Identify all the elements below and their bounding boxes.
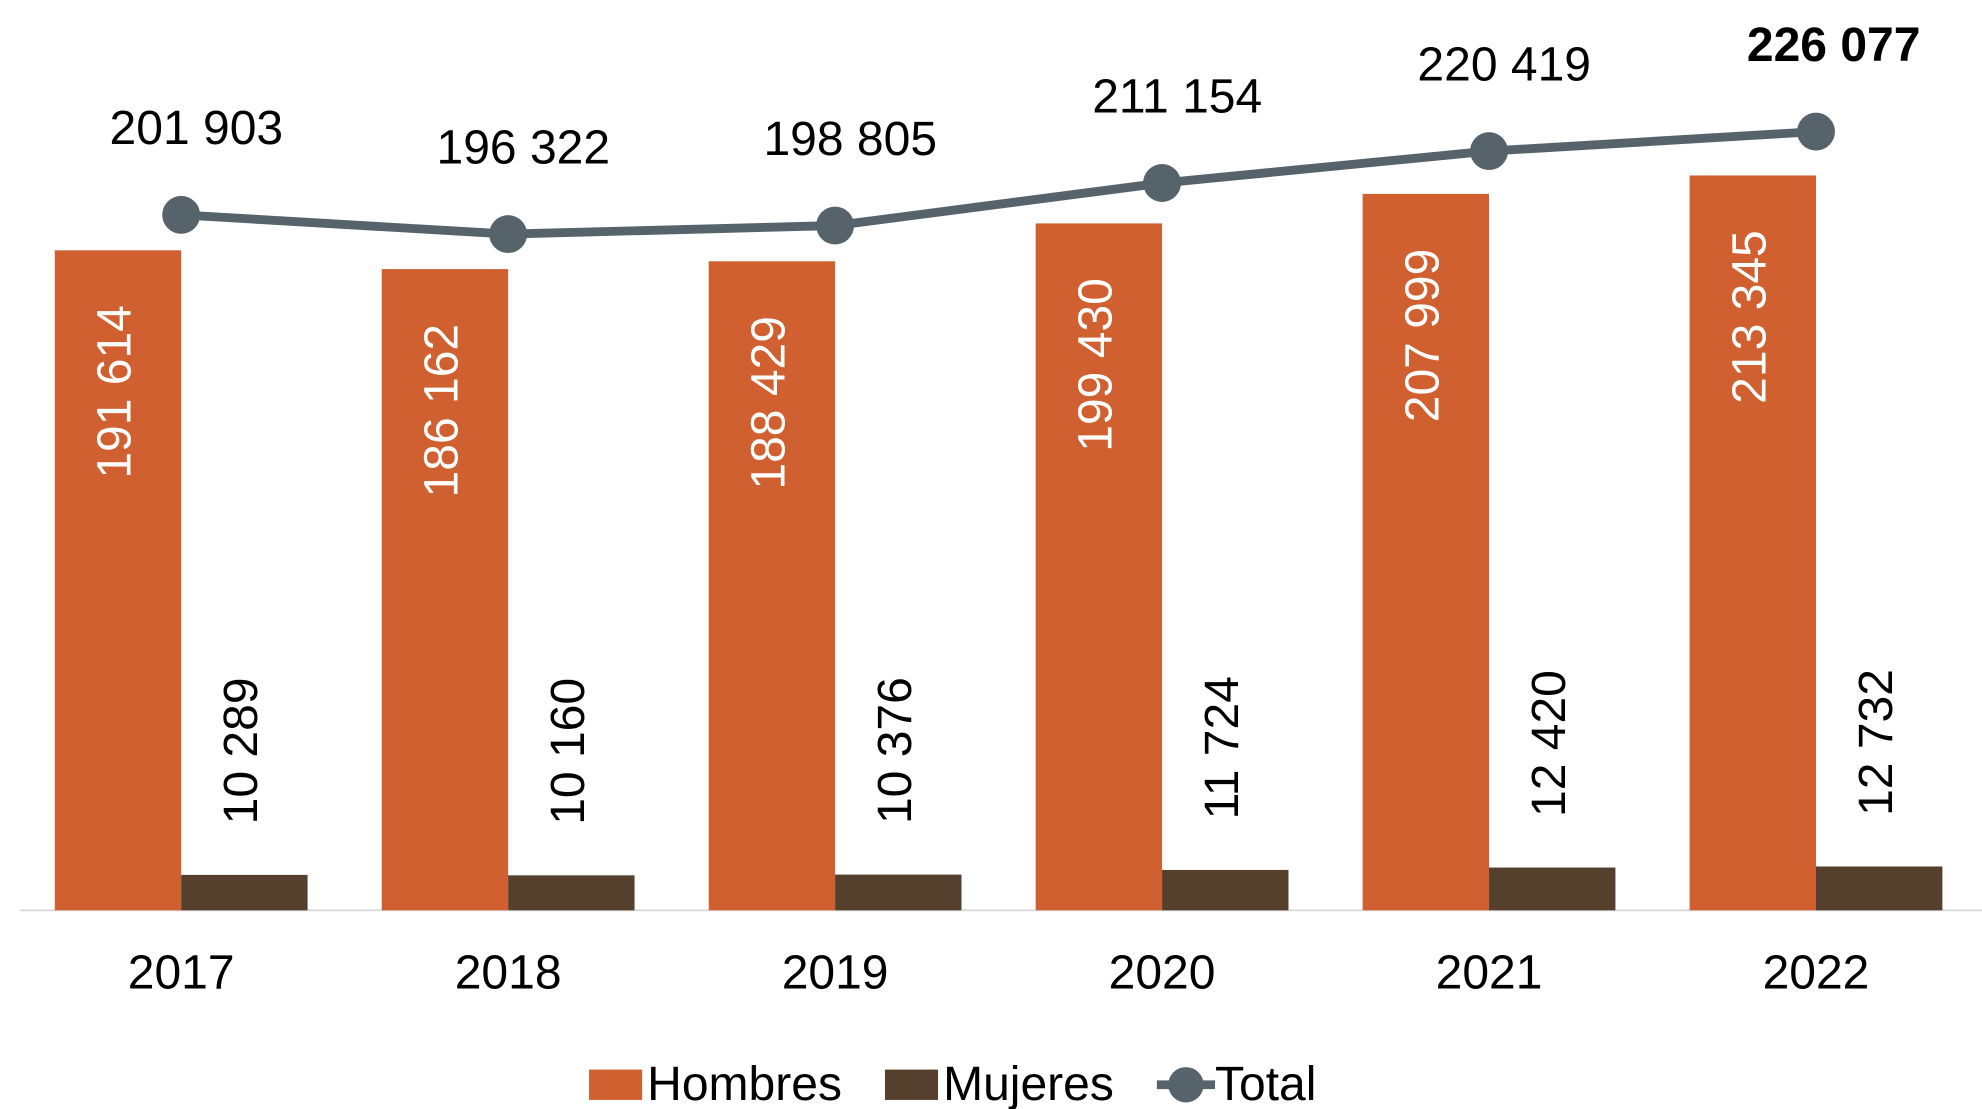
bar (835, 874, 962, 911)
data-label: 186 162 (416, 324, 469, 498)
x-tick-label: 2021 (1436, 947, 1543, 1000)
data-label: 198 805 (763, 113, 937, 166)
data-label: 10 376 (869, 677, 922, 824)
legend-label: Hombres (647, 1058, 842, 1109)
x-tick-label: 2022 (1763, 947, 1870, 1000)
x-tick-label: 2018 (455, 947, 562, 1000)
legend-label: Mujeres (943, 1058, 1114, 1109)
point (1470, 132, 1508, 171)
point (1797, 112, 1835, 151)
data-label: 213 345 (1723, 230, 1776, 404)
legend-swatch (1168, 1067, 1204, 1103)
bar (1689, 175, 1816, 911)
data-label: 201 903 (110, 102, 284, 155)
bar (1489, 867, 1616, 911)
line (180, 127, 1817, 239)
data-label: 191 614 (89, 305, 142, 479)
legend-swatch (884, 1069, 939, 1100)
bar (708, 261, 836, 911)
data-label: 12 420 (1523, 670, 1576, 817)
x-tick-label: 2019 (782, 947, 889, 1000)
bar (1815, 866, 1943, 911)
data-label: 11 724 (1196, 676, 1249, 819)
point (489, 215, 528, 254)
data-label: 199 430 (1070, 278, 1123, 452)
data-label: 196 322 (437, 121, 611, 174)
bar (54, 250, 182, 911)
data-label: 10 289 (215, 677, 268, 824)
data-label: 10 160 (542, 678, 595, 825)
data-label: 211 154 (1092, 70, 1262, 123)
data-label: 207 999 (1397, 249, 1450, 423)
x-tick-label: 2020 (1109, 947, 1216, 1000)
bar (1035, 223, 1163, 911)
legend-label: Total (1215, 1058, 1316, 1109)
bar (181, 874, 308, 911)
data-label: 226 077 (1747, 19, 1921, 72)
legend: Hombres Mujeres Total (589, 1058, 1316, 1109)
bar (1162, 869, 1289, 911)
point (816, 206, 855, 245)
point (1143, 164, 1182, 202)
bar (381, 269, 509, 911)
bar (508, 875, 635, 911)
data-label: 188 429 (743, 316, 796, 490)
data-label: 12 732 (1850, 669, 1903, 816)
x-tick-label: 2017 (128, 947, 235, 1000)
data-label: 220 419 (1417, 38, 1591, 91)
point (162, 195, 201, 234)
bar (1362, 193, 1490, 911)
legend-swatch (589, 1069, 643, 1100)
